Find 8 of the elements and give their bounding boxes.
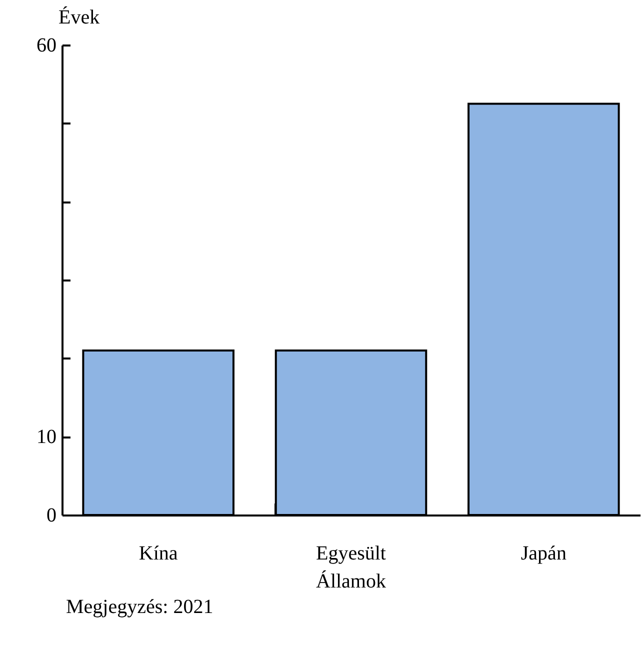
y-tick-label: 10 — [36, 426, 56, 448]
text: Megjegyzés: 2021 — [66, 596, 214, 618]
x-tick-label: Japán — [520, 542, 566, 564]
x-tick-label: Kína — [138, 542, 178, 564]
y-axis-title: Évek — [58, 6, 100, 28]
y-tick-label: 0 — [46, 504, 56, 526]
y-tick-label: 60 — [36, 34, 56, 56]
x-tick-label: Egyesült Államok — [316, 542, 386, 592]
